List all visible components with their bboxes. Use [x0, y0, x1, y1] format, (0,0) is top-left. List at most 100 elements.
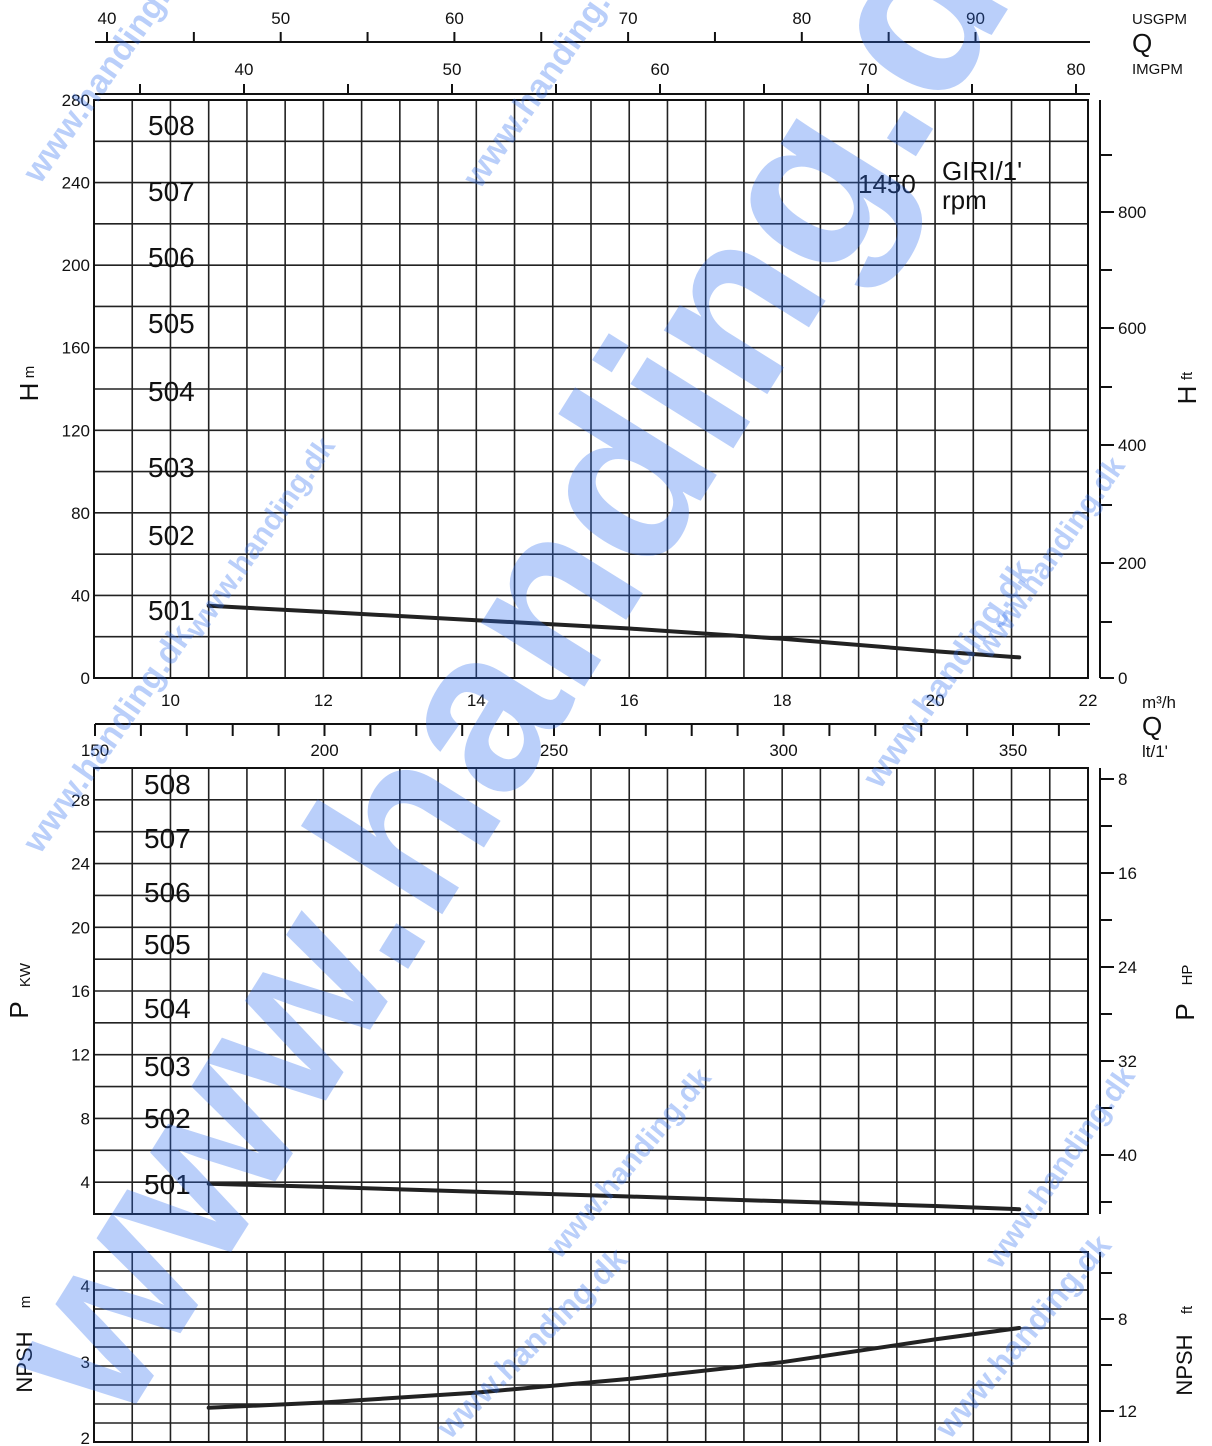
watermark-text: www.handing.dk: [978, 1061, 1142, 1275]
usgpm-tick-label: 70: [619, 9, 638, 28]
y2-tick-label: 600: [1118, 319, 1146, 338]
stage-label-502: 502: [144, 1103, 191, 1134]
stage-label-504: 504: [148, 376, 195, 407]
speed-unit-bottom: rpm: [942, 185, 987, 215]
y-tick-label: 24: [71, 855, 90, 874]
imgpm-tick-label: 40: [235, 60, 254, 79]
npsh-y-unit: m: [17, 1296, 34, 1309]
imgpm-tick-label: 50: [443, 60, 462, 79]
y-tick-label: 0: [81, 669, 90, 688]
usgpm-unit: USGPM: [1132, 11, 1187, 28]
usgpm-tick-label: 90: [966, 9, 985, 28]
y2-tick-label: 200: [1118, 554, 1146, 573]
top-q-label: Q: [1132, 28, 1152, 58]
m3h-tick-label: 10: [161, 691, 180, 710]
usgpm-tick-label: 40: [98, 9, 117, 28]
lts-tick-label: 250: [540, 741, 568, 760]
stage-label-507: 507: [144, 823, 191, 854]
stage-label-501: 501: [148, 595, 195, 626]
y2-tick-label: 8: [1118, 770, 1127, 789]
stage-label-506: 506: [144, 877, 191, 908]
stage-label-502: 502: [148, 520, 195, 551]
head-y-label: H: [14, 383, 44, 402]
npsh-panel: 2 3 4 8 12: [81, 1251, 1137, 1446]
mid-q-label: Q: [1142, 711, 1162, 741]
y2-tick-label: 400: [1118, 436, 1146, 455]
stage-label-505: 505: [148, 308, 195, 339]
watermark-text: www.handing.dk: [15, 0, 201, 190]
imgpm-unit: IMGPM: [1132, 61, 1183, 78]
power-y-label: P: [4, 1001, 34, 1018]
speed-unit-top: GIRI/1': [942, 156, 1022, 186]
y-tick-label: 120: [62, 421, 90, 440]
plot-frame: [93, 767, 1089, 1215]
usgpm-tick-label: 50: [271, 9, 290, 28]
flow-scale-middle: 10 12 14 16 18 20 22 150 200 250 300 350: [81, 691, 1098, 760]
stage-label-508: 508: [148, 110, 195, 141]
y-tick-label: 40: [71, 586, 90, 605]
m3h-tick-label: 14: [467, 691, 486, 710]
stage-label-504: 504: [144, 993, 191, 1024]
y-tick-label: 280: [62, 91, 90, 110]
power-y2-unit: HP: [1179, 965, 1196, 986]
y-tick-label: 8: [81, 1109, 90, 1128]
y2-tick-label: 12: [1118, 1402, 1137, 1421]
lts-tick-label: 300: [769, 741, 797, 760]
y-tick-label: 20: [71, 918, 90, 937]
lts-tick-label: 350: [999, 741, 1027, 760]
y-tick-label: 80: [71, 504, 90, 523]
stage-label-501: 501: [144, 1169, 191, 1200]
y2-tick-label: 32: [1118, 1052, 1137, 1071]
stage-label-503: 503: [148, 452, 195, 483]
head-panel: 0 40 80 120 160 200 240 280 0 200 400 600 800 508 507 5…: [62, 91, 1147, 688]
lts-unit: lt/1': [1142, 742, 1168, 761]
y-tick-label: 16: [71, 982, 90, 1001]
speed-value: 1450: [858, 169, 916, 199]
m3h-tick-label: 20: [926, 691, 945, 710]
head-y-unit: m: [21, 366, 38, 379]
usgpm-tick-label: 80: [792, 9, 811, 28]
m3h-tick-label: 22: [1079, 691, 1098, 710]
y-tick-label: 160: [62, 339, 90, 358]
power-y2-label: P: [1170, 1003, 1200, 1020]
head-y2-label: H: [1172, 386, 1202, 405]
usgpm-tick-label: 60: [445, 9, 464, 28]
y2-tick-label: 24: [1118, 958, 1137, 977]
watermark-text: www.handing.dk: [455, 0, 641, 195]
y2-tick-label: 8: [1118, 1310, 1127, 1329]
npsh-y2-label: NPSH: [1172, 1334, 1197, 1395]
y-tick-label: 2: [81, 1429, 90, 1446]
head-y2-unit: ft: [1179, 371, 1196, 380]
m3h-tick-label: 16: [620, 691, 639, 710]
axis-titles: USGPM Q IMGPM 1450 GIRI/1' rpm m³/h Q lt…: [4, 11, 1202, 1396]
stage-label-507: 507: [148, 176, 195, 207]
m3h-tick-label: 18: [773, 691, 792, 710]
m3h-tick-label: 12: [314, 691, 333, 710]
y-tick-label: 3: [81, 1353, 90, 1372]
y2-tick-label: 16: [1118, 864, 1137, 883]
y2-tick-label: 40: [1118, 1146, 1137, 1165]
imgpm-tick-label: 80: [1067, 60, 1086, 79]
lts-tick-label: 200: [310, 741, 338, 760]
imgpm-tick-label: 60: [651, 60, 670, 79]
flow-scale-top: 40 50 60 70 80 90 40 50 60 70 80: [95, 9, 1090, 95]
y-tick-label: 240: [62, 174, 90, 193]
lts-tick-label: 150: [81, 741, 109, 760]
y2-tick-label: 0: [1118, 669, 1127, 688]
stage-label-505: 505: [144, 929, 191, 960]
y-tick-label: 4: [81, 1173, 90, 1192]
plot-frame: [93, 1251, 1089, 1443]
stage-label-506: 506: [148, 242, 195, 273]
y-tick-label: 12: [71, 1046, 90, 1065]
power-panel: 4 8 12 16 20 24 28 8 16 24 32 40 508 507 506 505 504 503 5…: [71, 767, 1137, 1215]
y-tick-label: 200: [62, 256, 90, 275]
y-tick-label: 4: [81, 1277, 90, 1296]
y2-tick-label: 800: [1118, 203, 1146, 222]
stage-label-503: 503: [144, 1051, 191, 1082]
npsh-y2-unit: ft: [1179, 1305, 1196, 1314]
y-tick-label: 28: [71, 791, 90, 810]
power-y-unit: KW: [17, 962, 34, 987]
imgpm-tick-label: 70: [859, 60, 878, 79]
npsh-y-label: NPSH: [12, 1331, 37, 1392]
